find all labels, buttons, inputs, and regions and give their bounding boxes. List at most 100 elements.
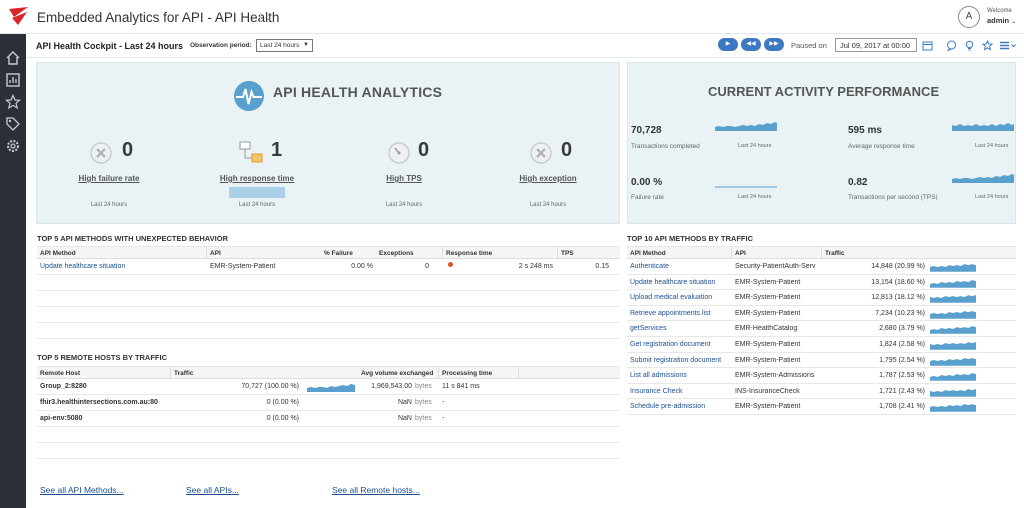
- tps-cell: 0.15: [595, 263, 609, 270]
- avatar[interactable]: A: [958, 6, 980, 28]
- api-cell: Security-PatientAuth-Serv: [735, 263, 816, 270]
- method-link[interactable]: Insurance Check: [630, 387, 683, 395]
- col-processing-time[interactable]: Processing time: [442, 370, 493, 377]
- api-cell: EMR-System-Patient: [735, 294, 801, 302]
- alert-dot-icon: [448, 262, 453, 267]
- traffic-sparkline: [930, 357, 976, 366]
- table-row[interactable]: Insurance Check INS-InsuranceCheck 1,721 (…: [627, 384, 1016, 400]
- table-row[interactable]: Get registration document EMR-System-Pati…: [627, 337, 1016, 353]
- top-methods-header: API Method API Traffic: [627, 246, 1016, 259]
- table-row-empty: [37, 323, 620, 339]
- step-forward-button[interactable]: ▶▶: [764, 38, 784, 51]
- col-tps[interactable]: TPS: [561, 250, 574, 257]
- processing-time-cell: -: [442, 399, 445, 406]
- high-response-time-link[interactable]: High response time: [219, 174, 295, 183]
- column-divider: [442, 247, 443, 259]
- high-exception-link[interactable]: High exception: [519, 174, 577, 183]
- high-failure-rate-link[interactable]: High failure rate: [78, 174, 140, 183]
- see-all-apis-link[interactable]: See all APIs...: [186, 485, 239, 495]
- failure-rate-value: 0.00 %: [631, 177, 663, 188]
- method-link[interactable]: getServices: [630, 325, 667, 333]
- cockpit-toolbar: API Health Cockpit - Last 24 hours Obser…: [26, 34, 1024, 58]
- method-link[interactable]: Get registration document: [630, 341, 711, 348]
- traffic-cell: 1,787 (2.53 %): [879, 372, 925, 380]
- host-cell[interactable]: Group_2:8280: [40, 383, 87, 390]
- table-row[interactable]: Submit registration document EMR-System-P…: [627, 353, 1016, 369]
- star-icon[interactable]: [982, 40, 993, 51]
- method-link[interactable]: Schedule pre-admission: [630, 403, 706, 411]
- see-all-remote-hosts-link[interactable]: See all Remote hosts...: [332, 485, 420, 495]
- table-row[interactable]: getServices EMR-HealthCatalog 2,680 (3.79 …: [627, 321, 1016, 337]
- table-row[interactable]: Upload medical evaluation EMR-System-Pati…: [627, 290, 1016, 306]
- comment-icon[interactable]: [946, 40, 957, 51]
- col-traffic[interactable]: Traffic: [174, 370, 194, 377]
- menu-icon[interactable]: [999, 40, 1017, 51]
- user-menu[interactable]: admin ⌄: [987, 16, 1016, 25]
- high-response-time-value: 1: [271, 139, 283, 161]
- method-link[interactable]: Update healthcare situation: [630, 278, 716, 286]
- api-cell: EMR-System-Admissions: [735, 372, 815, 380]
- column-divider: [731, 247, 732, 259]
- star-icon[interactable]: [5, 94, 21, 110]
- processing-time-cell: -: [442, 415, 445, 422]
- play-button[interactable]: ▶: [718, 38, 738, 51]
- table-row[interactable]: Update healthcare situation EMR-System-Pa…: [627, 275, 1016, 291]
- col-exceptions[interactable]: Exceptions: [379, 250, 414, 257]
- method-link[interactable]: Authenticate: [630, 263, 669, 270]
- table-row[interactable]: fhir3.healthintersections.com.au:80 0 (0…: [37, 395, 620, 411]
- method-link[interactable]: Retrieve appointments list: [630, 309, 711, 317]
- paused-date-field[interactable]: Jul 09, 2017 at 00:00: [835, 38, 917, 52]
- col-failure[interactable]: % Failure: [324, 250, 353, 257]
- table-row[interactable]: Authenticate Security-PatientAuth-Serv 14,…: [627, 259, 1016, 275]
- company-logo-icon[interactable]: [8, 6, 30, 26]
- chevron-down-icon[interactable]: ⌄: [260, 13, 272, 22]
- avg-response-time-label: Average response time: [848, 143, 915, 150]
- step-back-button[interactable]: ◀◀: [741, 38, 761, 51]
- table-row[interactable]: List all admissions EMR-System-Admissions…: [627, 368, 1016, 384]
- table-row[interactable]: Retrieve appointments list EMR-System-Pat…: [627, 306, 1016, 322]
- volume-cell: NaN: [397, 399, 412, 406]
- col-response-time[interactable]: Response time: [446, 250, 493, 257]
- traffic-cell: 1,708 (2.41 %): [879, 403, 925, 411]
- col-avg-volume[interactable]: Avg volume exchanged: [361, 370, 434, 377]
- top-methods-title: TOP 10 API METHODS BY TRAFFIC: [627, 234, 753, 243]
- method-link[interactable]: Update healthcare situation: [40, 263, 126, 270]
- col-api[interactable]: API: [735, 250, 746, 257]
- tps-sparkline: [952, 174, 1014, 183]
- column-divider: [206, 247, 207, 259]
- high-tps-link[interactable]: High TPS: [386, 174, 422, 183]
- table-row[interactable]: api-env:5080 0 (0.00 %) NaN bytes -: [37, 411, 620, 427]
- lightbulb-icon[interactable]: [964, 40, 975, 51]
- home-icon[interactable]: [5, 50, 21, 66]
- response-time-cell: 2 s 248 ms: [518, 263, 553, 270]
- col-traffic[interactable]: Traffic: [825, 250, 845, 257]
- table-row[interactable]: Schedule pre-admission EMR-System-Patient…: [627, 399, 1016, 415]
- host-cell[interactable]: fhir3.healthintersections.com.au:80: [40, 399, 158, 406]
- volume-unit: bytes: [415, 399, 432, 406]
- traffic-sparkline: [930, 342, 976, 350]
- transactions-completed-label: Transactions completed: [631, 143, 700, 150]
- failure-rate-sparkline: [715, 186, 777, 188]
- table-row[interactable]: Group_2:8280 70,727 (100.00 %) 1,969,543…: [37, 379, 620, 395]
- col-api[interactable]: API: [210, 250, 221, 257]
- calendar-icon[interactable]: [922, 40, 933, 51]
- col-remote-host[interactable]: Remote Host: [40, 370, 81, 377]
- gear-icon[interactable]: [5, 138, 21, 154]
- host-cell[interactable]: api-env:5080: [40, 415, 83, 422]
- api-health-heading: API HEALTH ANALYTICS: [273, 84, 443, 100]
- method-link[interactable]: Upload medical evaluation: [630, 294, 713, 302]
- see-all-api-methods-link[interactable]: See all API Methods...: [40, 485, 124, 495]
- observation-period-select[interactable]: Last 24 hours ▼: [256, 39, 313, 52]
- col-api-method[interactable]: API Method: [630, 250, 666, 257]
- tag-icon[interactable]: [5, 116, 21, 132]
- method-link[interactable]: List all admissions: [630, 372, 687, 380]
- method-link[interactable]: Submit registration document: [630, 356, 722, 364]
- exceptions-cell: 0: [425, 263, 429, 270]
- high-exception-period: Last 24 hours: [529, 202, 567, 208]
- dashboard-icon[interactable]: [5, 72, 21, 88]
- col-api-method[interactable]: API Method: [40, 250, 76, 257]
- traffic-cell: 0 (0.00 %): [266, 399, 299, 406]
- traffic-cell: 0 (0.00 %): [266, 415, 299, 422]
- column-divider: [170, 367, 171, 379]
- table-row[interactable]: Update healthcare situation EMR-System-P…: [37, 259, 620, 275]
